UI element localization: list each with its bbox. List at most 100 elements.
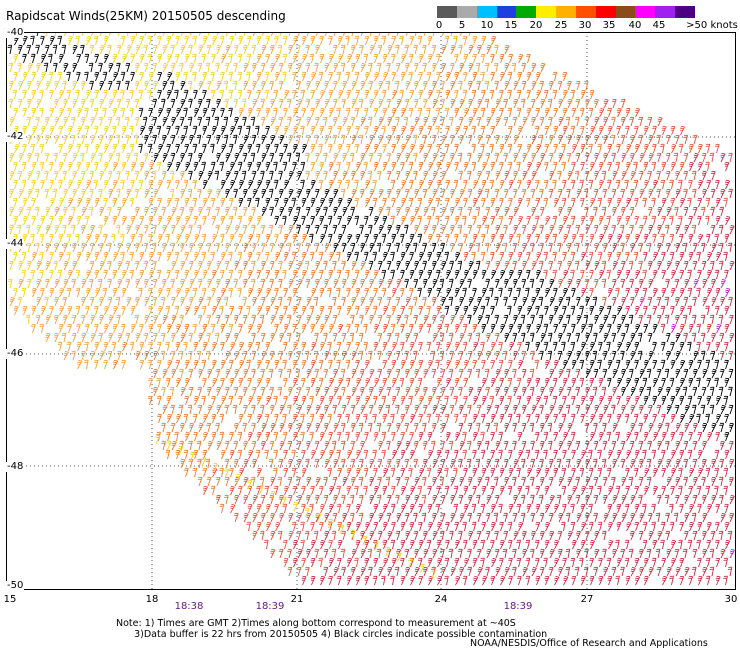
wind-barb [682, 386, 688, 397]
wind-barb [310, 323, 316, 334]
wind-barb [620, 332, 626, 343]
wind-barb [710, 206, 716, 217]
wind-barb [422, 98, 428, 109]
wind-barb [382, 107, 388, 118]
wind-barb [413, 62, 419, 73]
wind-barb [628, 476, 634, 487]
wind-barb [49, 269, 54, 280]
wind-barb [598, 215, 604, 226]
wind-barb [210, 323, 216, 334]
wind-barb [458, 404, 464, 415]
wind-barb [418, 269, 424, 280]
wind-barb [180, 134, 186, 145]
wind-barb [336, 161, 341, 172]
wind-barb [9, 206, 15, 217]
wind-barb [39, 107, 44, 118]
wind-barb [472, 197, 478, 208]
wind-barb [720, 152, 726, 163]
wind-barb [233, 422, 239, 433]
wind-barb [252, 458, 258, 469]
wind-barb [345, 179, 350, 190]
wind-barb [414, 476, 420, 487]
wind-barb [635, 323, 641, 334]
wind-barb [597, 251, 603, 262]
wind-barb [679, 449, 685, 460]
wind-barb [697, 395, 703, 406]
wind-barb [268, 224, 274, 235]
wind-barb [513, 98, 519, 109]
wind-barb [711, 458, 717, 469]
wind-barb [256, 107, 261, 118]
wind-barb [399, 287, 405, 298]
wind-barb [584, 152, 590, 163]
wind-barb [337, 413, 342, 424]
wind-barb [356, 161, 362, 172]
wind-barb [246, 89, 252, 100]
wind-barb [324, 512, 330, 523]
wind-barb [301, 71, 307, 82]
wind-barb [395, 386, 401, 397]
wind-barb [448, 332, 454, 343]
wind-barb [692, 242, 698, 253]
wind-barb [86, 35, 92, 46]
wind-barb [170, 332, 176, 343]
wind-barb [188, 170, 193, 181]
wind-barb [288, 386, 293, 397]
wind-barb [342, 152, 348, 163]
wind-barb [32, 251, 38, 262]
wind-barb [437, 467, 443, 478]
wind-barb [369, 458, 375, 469]
wind-barb [261, 80, 266, 91]
wind-barb [566, 458, 571, 469]
wind-barb [44, 44, 50, 55]
wind-barb [233, 242, 239, 253]
wind-barb [507, 359, 513, 370]
wind-barb [99, 314, 104, 325]
wind-barb [684, 278, 690, 289]
wind-barb [481, 395, 487, 406]
wind-barb [310, 269, 316, 280]
wind-barb [70, 134, 76, 145]
wind-barb [279, 404, 285, 415]
wind-barb [692, 422, 698, 433]
wind-barb [657, 206, 663, 217]
wind-barb [329, 377, 335, 388]
wind-barb [518, 449, 524, 460]
wind-barb [372, 449, 377, 460]
wind-barb [418, 71, 423, 82]
wind-barb [625, 575, 631, 586]
wind-barb [598, 557, 603, 568]
wind-barb [620, 134, 626, 145]
wind-barb [179, 242, 185, 253]
wind-barb [345, 377, 351, 388]
wind-barb [648, 188, 654, 199]
wind-barb [423, 152, 429, 163]
wind-barb [220, 377, 225, 388]
wind-barb [288, 206, 293, 217]
wind-barb [129, 197, 134, 208]
wind-barb [377, 296, 383, 307]
wind-barb [108, 152, 114, 163]
wind-barb [500, 575, 506, 586]
wind-barb [562, 395, 567, 406]
wind-barb [485, 314, 490, 325]
wind-barb [260, 386, 266, 397]
scale-swatch [635, 6, 656, 18]
wind-barb [620, 548, 626, 559]
wind-barb [369, 98, 375, 109]
wind-barb [210, 485, 216, 496]
wind-barb [90, 134, 96, 145]
wind-barb [607, 323, 612, 334]
wind-barb [679, 161, 685, 172]
wind-barb [113, 71, 119, 82]
wind-barb [679, 341, 685, 352]
wind-barb [718, 386, 724, 397]
wind-barb [656, 494, 662, 505]
wind-barb [512, 440, 517, 451]
wind-barb [675, 566, 681, 577]
wind-barb [152, 98, 158, 109]
wind-barb [621, 314, 626, 325]
wind-barb [635, 107, 641, 118]
wind-barb [601, 260, 607, 271]
wind-barb [665, 188, 671, 199]
